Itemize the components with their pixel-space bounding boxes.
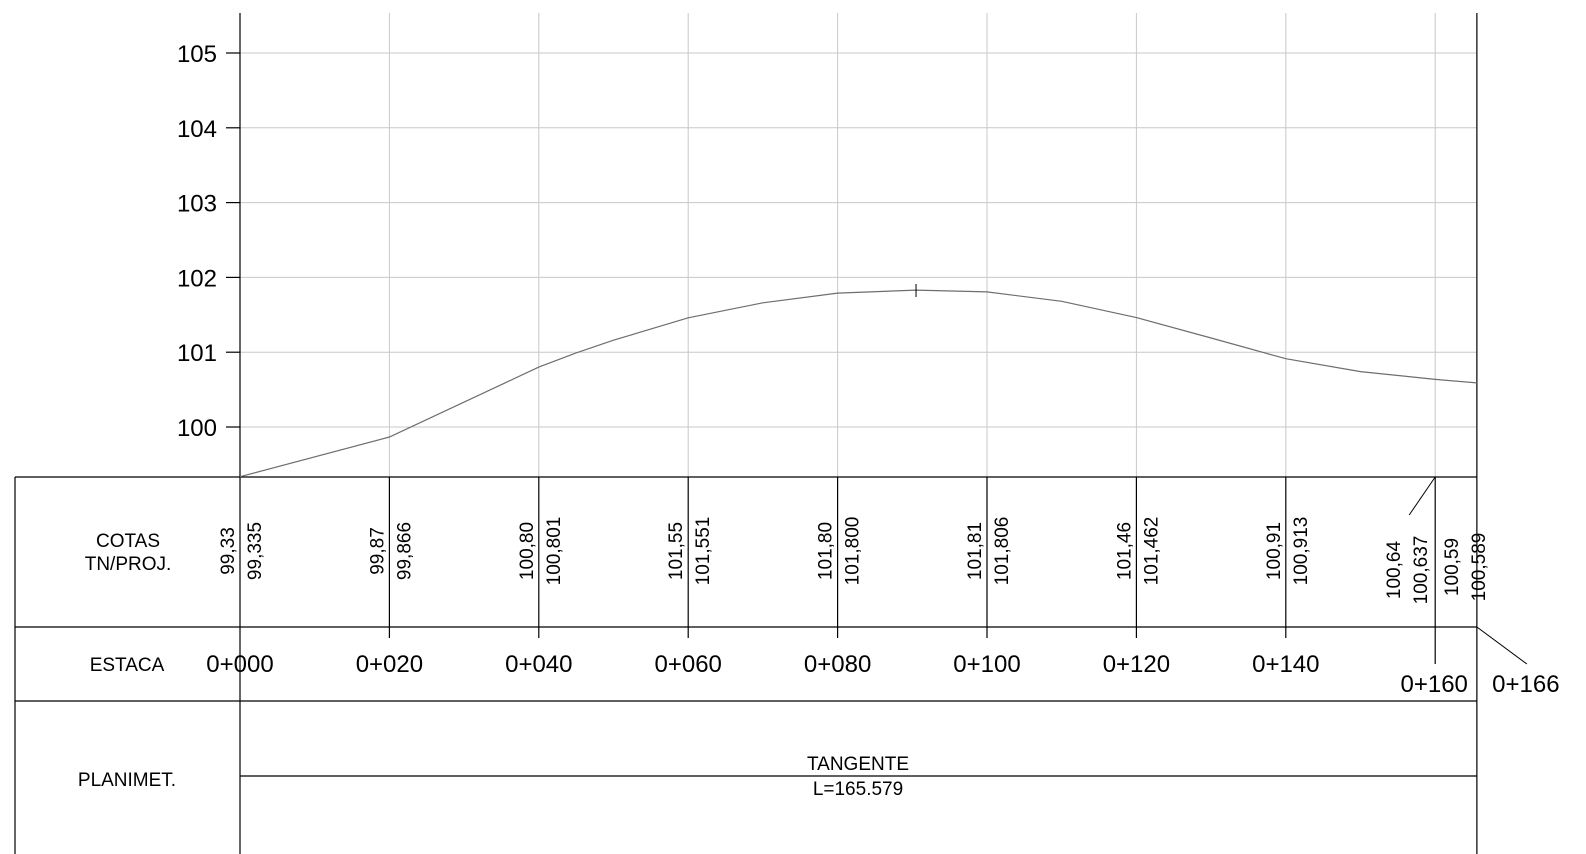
grid xyxy=(240,13,1477,477)
proj-elevation: 99,335 xyxy=(245,522,266,580)
proj-elevation: 101,806 xyxy=(992,517,1013,586)
row-label-tn-proj: TN/PROJ. xyxy=(85,554,172,575)
row-label-estaca: ESTACA xyxy=(90,655,165,676)
station-label: 0+000 xyxy=(206,651,273,678)
y-tick-label: 101 xyxy=(177,340,217,367)
y-tick-label: 104 xyxy=(177,116,217,143)
tn-elevation: 100,91 xyxy=(1264,522,1285,580)
profile-line xyxy=(239,289,1477,478)
proj-elevation: 99,866 xyxy=(394,522,415,580)
proj-elevation: 101,551 xyxy=(693,517,714,586)
y-tick-label: 102 xyxy=(177,265,217,292)
station-label: 0+080 xyxy=(804,651,871,678)
profile-series xyxy=(239,284,1477,478)
y-tick-label: 105 xyxy=(177,41,217,68)
station-label: 0+166 xyxy=(1492,671,1559,698)
station-leader xyxy=(1476,626,1528,665)
station-label: 0+020 xyxy=(356,651,423,678)
tn-elevation: 100,64 xyxy=(1384,541,1405,600)
proj-elevation: 100,589 xyxy=(1469,533,1490,602)
tn-elevation: 101,46 xyxy=(1114,522,1135,580)
tn-elevation: 101,81 xyxy=(965,522,986,580)
station-label: 0+060 xyxy=(654,651,721,678)
y-axis-ticks: 100 101 102 103 104 105 xyxy=(177,41,240,442)
proj-elevation: 101,800 xyxy=(843,517,864,586)
y-tick-label: 103 xyxy=(177,191,217,218)
station-label: 0+040 xyxy=(505,651,572,678)
tn-elevation: 100,80 xyxy=(517,522,538,580)
table-frame xyxy=(14,13,1478,854)
proj-elevation: 100,801 xyxy=(544,517,565,586)
planimetry-label: TANGENTE xyxy=(807,754,909,775)
station-label: 0+160 xyxy=(1400,671,1467,698)
tn-elevation: 99,87 xyxy=(367,527,388,575)
tn-elevation: 101,80 xyxy=(816,522,837,580)
row-label-planimet: PLANIMET. xyxy=(78,770,176,791)
y-tick-label: 100 xyxy=(177,415,217,442)
station-label: 0+120 xyxy=(1103,651,1170,678)
tn-elevation: 100,59 xyxy=(1442,538,1463,596)
row-label-cotas: COTAS xyxy=(96,531,160,552)
proj-elevation: 101,462 xyxy=(1141,517,1162,586)
station-label: 0+100 xyxy=(953,651,1020,678)
planimetry-length: L=165.579 xyxy=(813,779,903,800)
station-label: 0+140 xyxy=(1252,651,1319,678)
tn-elevation: 99,33 xyxy=(218,527,239,575)
station-leader xyxy=(1408,476,1436,516)
proj-elevation: 100,637 xyxy=(1411,536,1432,605)
tn-elevation: 101,55 xyxy=(666,522,687,580)
proj-elevation: 100,913 xyxy=(1291,517,1312,586)
